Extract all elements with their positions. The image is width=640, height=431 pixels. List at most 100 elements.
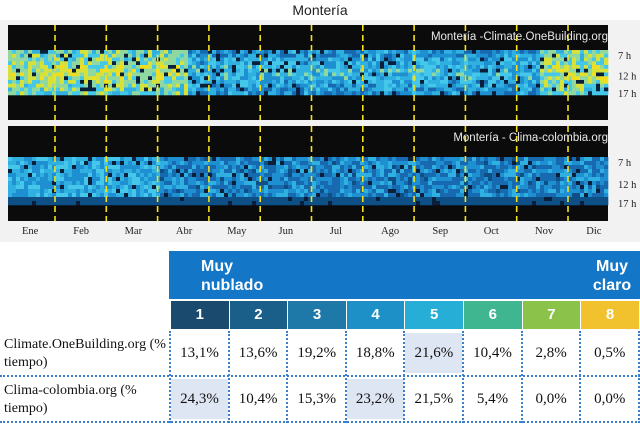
heatmap-cell: [468, 165, 473, 170]
heatmap-cell: [24, 53, 29, 58]
heatmap-cell: [280, 173, 285, 178]
heatmap-cell: [248, 53, 253, 58]
heatmap-cell: [192, 61, 197, 66]
heatmap-cell: [592, 80, 597, 85]
hour-tick-label: 7 h: [618, 51, 632, 62]
heatmap-cell: [196, 57, 201, 62]
heatmap-cell: [304, 80, 309, 85]
heatmap-cell: [260, 161, 265, 166]
heatmap-cell: [96, 193, 101, 198]
heatmap-cell: [316, 197, 321, 202]
heatmap-cell: [340, 50, 345, 55]
heatmap-cell: [208, 68, 213, 73]
heatmap-cell: [464, 91, 469, 96]
heatmap-cell: [380, 83, 385, 88]
heatmap-cell: [388, 68, 393, 73]
heatmap-cell: [88, 197, 93, 202]
heatmap-cell: [44, 76, 49, 81]
heatmap-cell: [520, 161, 525, 166]
heatmap-cell: [84, 189, 89, 194]
heatmap-cell: [84, 177, 89, 182]
heatmap-cell: [420, 87, 425, 92]
heatmap-cell: [468, 91, 473, 96]
heatmap-cell: [560, 53, 565, 58]
heatmap-cell: [524, 61, 529, 66]
heatmap-cell: [328, 177, 333, 182]
heatmap-cell: [224, 50, 229, 55]
heatmap-cell: [580, 165, 585, 170]
heatmap-cell: [468, 185, 473, 190]
heatmap-cell: [208, 50, 213, 55]
heatmap-cell: [188, 161, 193, 166]
heatmap-cell: [556, 68, 561, 73]
heatmap-cell: [564, 80, 569, 85]
heatmap-cell: [336, 57, 341, 62]
heatmap-cell: [64, 197, 69, 202]
heatmap-cell: [296, 157, 301, 162]
heatmap-cell: [548, 193, 553, 198]
heatmap-cell: [208, 201, 213, 206]
heatmap-cell: [380, 80, 385, 85]
heatmap-cell: [452, 173, 457, 178]
heatmap-cell: [600, 177, 605, 182]
heatmap-cell: [352, 161, 357, 166]
heatmap-cell: [448, 83, 453, 88]
heatmap-cell: [148, 173, 153, 178]
heatmap-cell: [148, 61, 153, 66]
heatmap-cell: [484, 87, 489, 92]
heatmap-cell: [68, 157, 73, 162]
heatmap-cell: [232, 91, 237, 96]
heatmap-cell: [296, 91, 301, 96]
heatmap-cell: [520, 91, 525, 96]
heatmap-cell: [492, 189, 497, 194]
heatmap-cell: [440, 61, 445, 66]
heatmap-cell: [308, 91, 313, 96]
heatmap-cell: [144, 165, 149, 170]
heatmap-cell: [72, 57, 77, 62]
heatmap-cell: [216, 173, 221, 178]
heatmap-cell: [84, 68, 89, 73]
heatmap-cell: [240, 91, 245, 96]
heatmap-cell: [552, 189, 557, 194]
heatmap-cell: [516, 68, 521, 73]
heatmap-cell: [164, 80, 169, 85]
heatmap-cell: [60, 185, 65, 190]
heatmap-cell: [560, 161, 565, 166]
heatmap-cell: [420, 68, 425, 73]
heatmap-cell: [292, 91, 297, 96]
heatmap-cell: [144, 177, 149, 182]
heatmap-cell: [332, 169, 337, 174]
heatmap-cell: [316, 161, 321, 166]
heatmap-cell: [24, 65, 29, 70]
heatmap-cell: [584, 76, 589, 81]
heatmap-cell: [492, 193, 497, 198]
heatmap-cell: [520, 185, 525, 190]
heatmap-cell: [332, 91, 337, 96]
heatmap-cell: [140, 201, 145, 206]
heatmap-cell: [396, 80, 401, 85]
heatmap-cell: [288, 161, 293, 166]
heatmap-cell: [584, 80, 589, 85]
heatmap-cell: [520, 181, 525, 186]
heatmap-cell: [16, 50, 21, 55]
heatmap-cell: [280, 189, 285, 194]
heatmap-cell: [384, 87, 389, 92]
heatmap-cell: [220, 57, 225, 62]
heatmap-cell: [292, 193, 297, 198]
heatmap-cell: [368, 65, 373, 70]
heatmap-cell: [564, 50, 569, 55]
heatmap-cell: [280, 68, 285, 73]
heatmap-cell: [224, 193, 229, 198]
heatmap-cell: [416, 157, 421, 162]
heatmap-cell: [376, 157, 381, 162]
heatmap-cell: [320, 165, 325, 170]
heatmap-cell: [80, 61, 85, 66]
heatmap-cell: [532, 185, 537, 190]
heatmap-cell: [80, 185, 85, 190]
heatmap-cell: [92, 65, 97, 70]
heatmap-cell: [12, 201, 17, 206]
heatmap-cell: [220, 185, 225, 190]
heatmap-cell: [404, 57, 409, 62]
heatmap-cell: [484, 165, 489, 170]
heatmap-cell: [284, 201, 289, 206]
